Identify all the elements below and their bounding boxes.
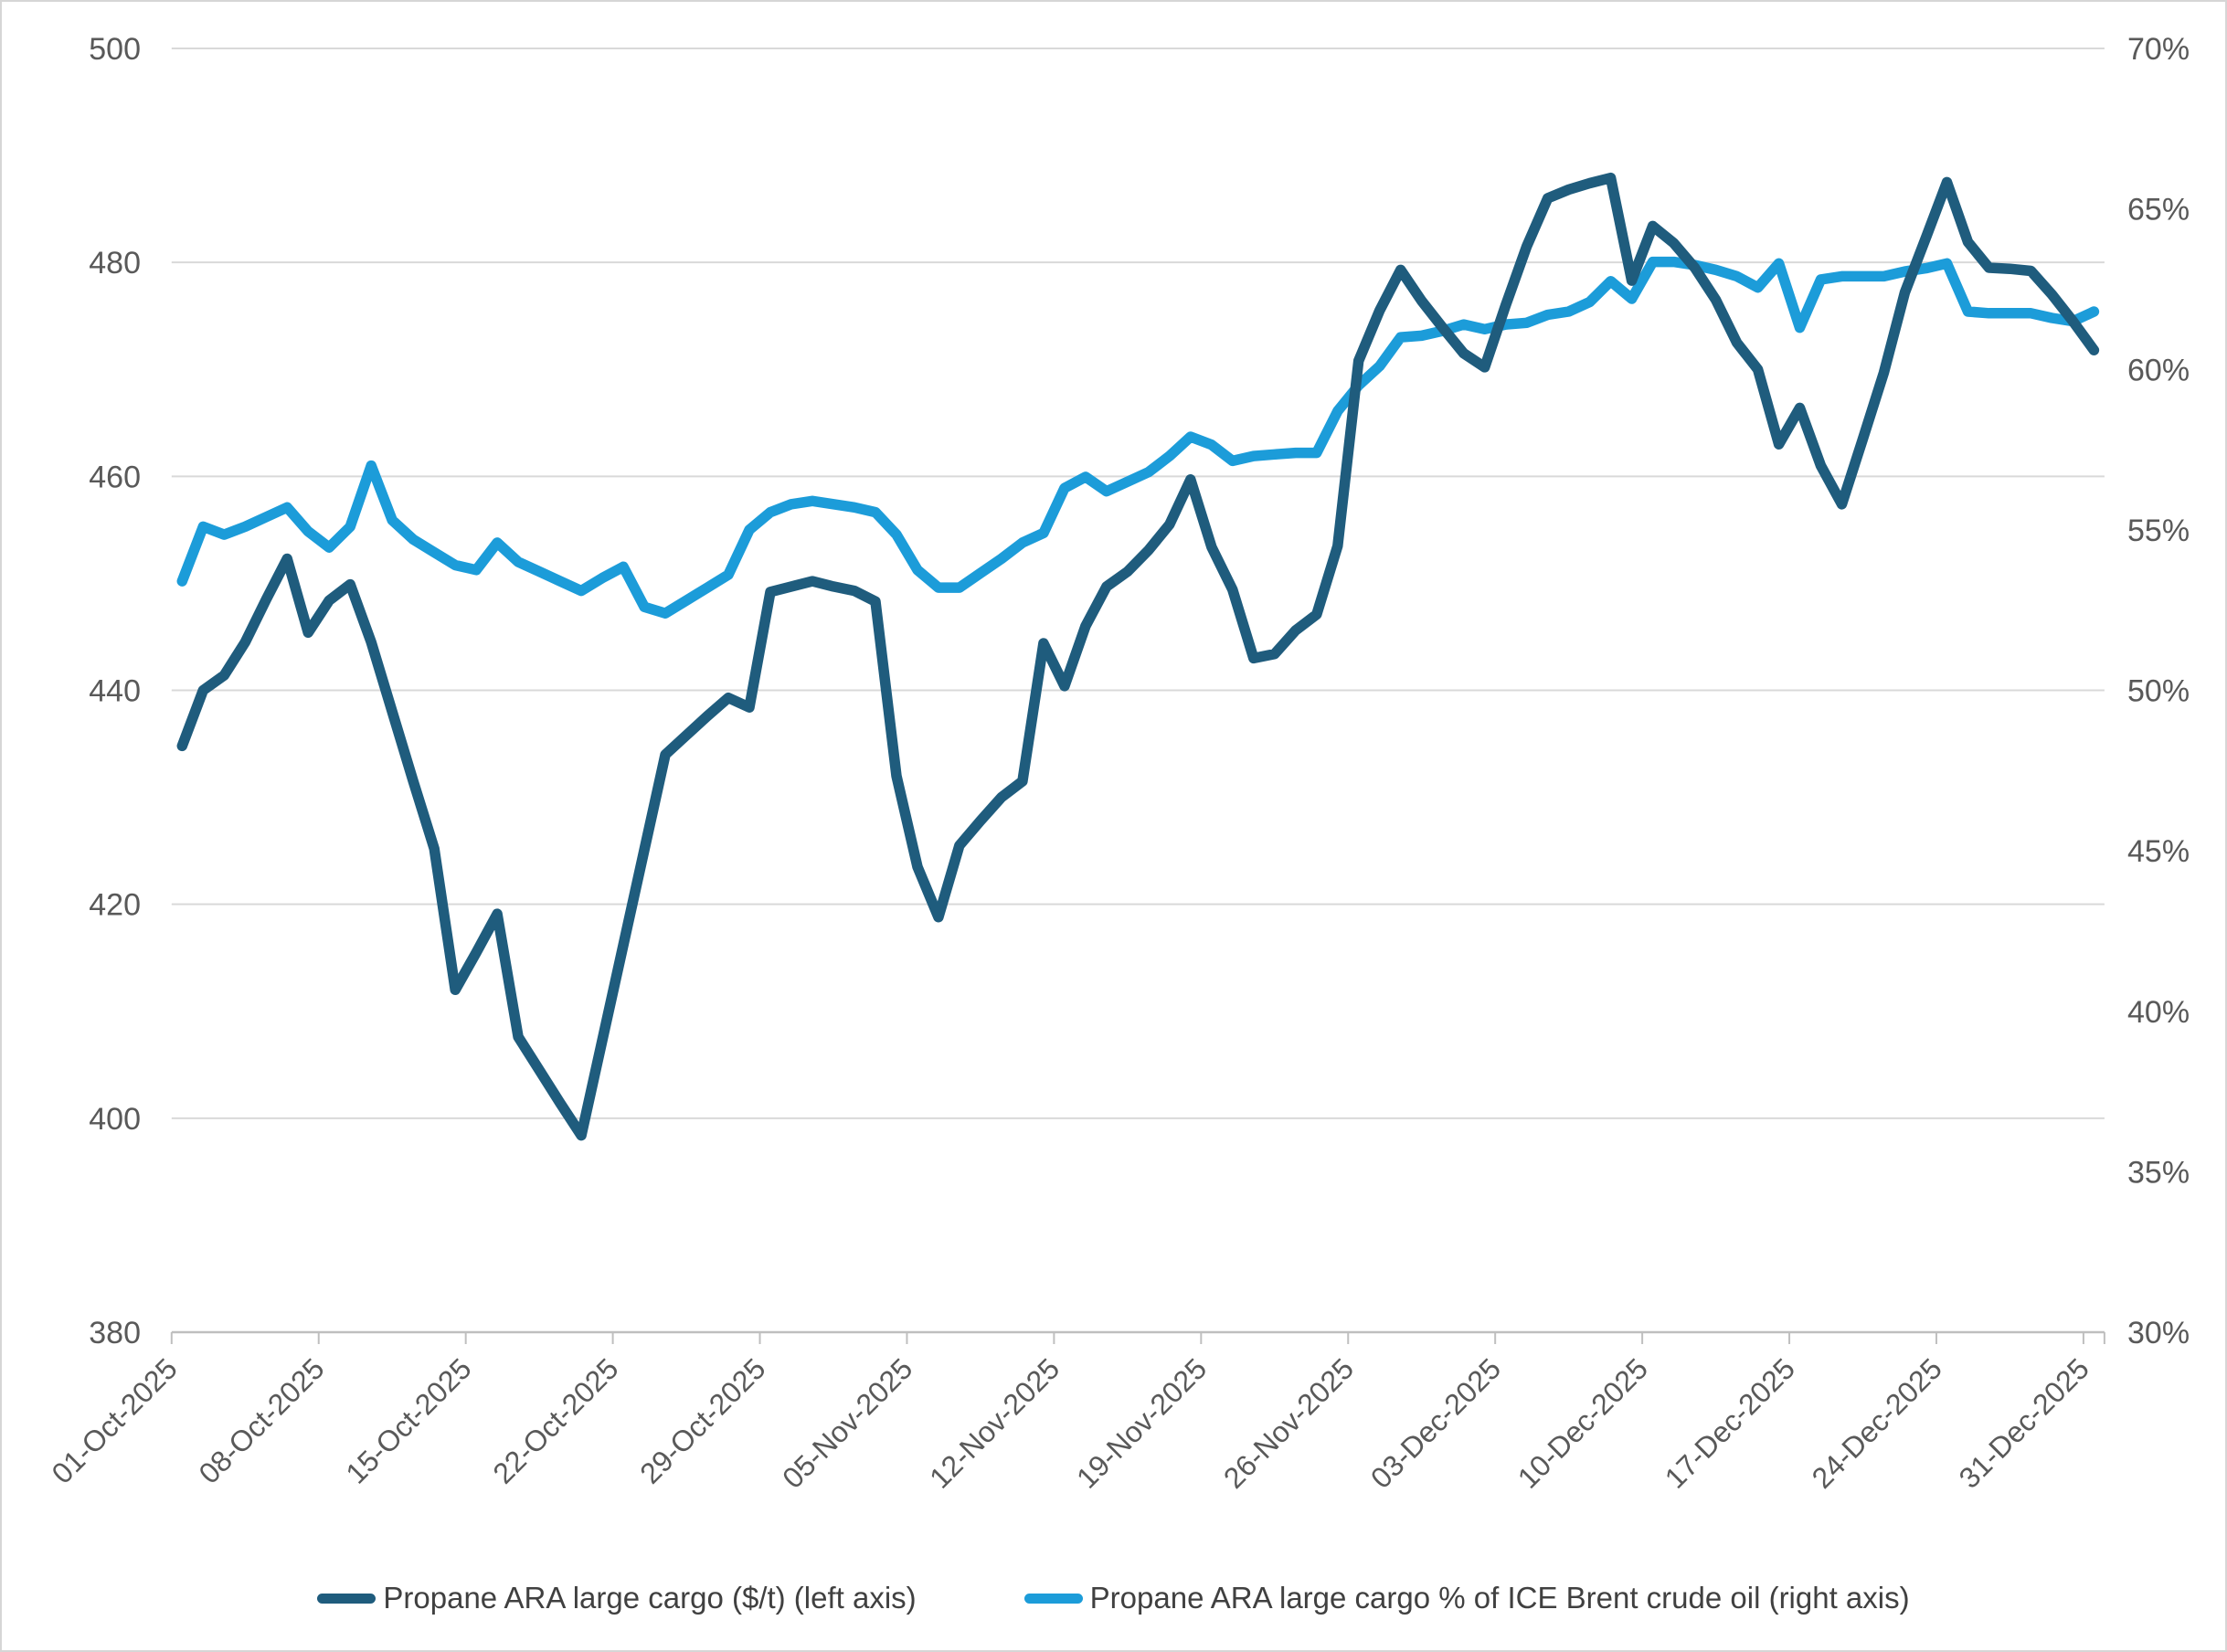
x-axis-tick-label: 26-Nov-2025 bbox=[1217, 1351, 1360, 1494]
legend-label-price: Propane ARA large cargo ($/t) (left axis… bbox=[383, 1581, 917, 1615]
chart-legend: Propane ARA large cargo ($/t) (left axis… bbox=[2, 1566, 2225, 1630]
price-series-line bbox=[176, 172, 2100, 1141]
x-axis-tick-label: 15-Oct-2025 bbox=[339, 1351, 477, 1489]
right-axis-tick-label: 45% bbox=[2127, 834, 2190, 869]
x-axis-tick-label: 03-Dec-2025 bbox=[1364, 1351, 1507, 1494]
x-axis-tick-label: 29-Oct-2025 bbox=[633, 1351, 771, 1489]
left-axis-tick-label: 480 bbox=[89, 246, 141, 281]
left-axis-tick-label: 400 bbox=[89, 1102, 141, 1137]
x-axis-tick-label: 19-Nov-2025 bbox=[1070, 1351, 1213, 1494]
x-axis-tick-label: 22-Oct-2025 bbox=[486, 1351, 624, 1489]
legend-item-ratio: Propane ARA large cargo % of ICE Brent c… bbox=[1023, 1581, 1910, 1615]
ratio-series-swatch-icon bbox=[1023, 1593, 1083, 1604]
left-axis-tick-label: 420 bbox=[89, 888, 141, 923]
right-axis-tick-label: 55% bbox=[2127, 514, 2190, 548]
price-series-swatch-icon bbox=[317, 1593, 376, 1604]
right-axis-tick-label: 50% bbox=[2127, 674, 2190, 709]
x-axis-tick-label: 12-Nov-2025 bbox=[923, 1351, 1066, 1494]
legend-item-price: Propane ARA large cargo ($/t) (left axis… bbox=[317, 1581, 917, 1615]
x-axis-tick-label: 01-Oct-2025 bbox=[46, 1351, 184, 1489]
x-axis-tick-label: 17-Dec-2025 bbox=[1659, 1351, 1801, 1494]
x-axis-tick-label: 05-Nov-2025 bbox=[776, 1351, 918, 1494]
ratio-series-line bbox=[176, 256, 2100, 619]
right-axis-tick-label: 70% bbox=[2127, 32, 2190, 67]
right-axis-tick-label: 30% bbox=[2127, 1316, 2190, 1350]
x-axis-tick-label: 24-Dec-2025 bbox=[1806, 1351, 1948, 1494]
right-axis-tick-label: 35% bbox=[2127, 1155, 2190, 1190]
x-axis-tick-label: 08-Oct-2025 bbox=[192, 1351, 330, 1489]
left-axis-tick-label: 440 bbox=[89, 674, 141, 709]
left-axis-tick-label: 460 bbox=[89, 460, 141, 494]
legend-label-ratio: Propane ARA large cargo % of ICE Brent c… bbox=[1089, 1581, 1910, 1615]
right-axis-tick-label: 65% bbox=[2127, 193, 2190, 228]
x-axis-tick-label: 10-Dec-2025 bbox=[1511, 1351, 1654, 1494]
right-axis-tick-label: 60% bbox=[2127, 353, 2190, 387]
right-axis-tick-label: 40% bbox=[2127, 995, 2190, 1030]
x-axis-tick-label: 31-Dec-2025 bbox=[1953, 1351, 2095, 1494]
left-axis-tick-label: 500 bbox=[89, 32, 141, 67]
left-axis-tick-label: 380 bbox=[89, 1316, 141, 1350]
